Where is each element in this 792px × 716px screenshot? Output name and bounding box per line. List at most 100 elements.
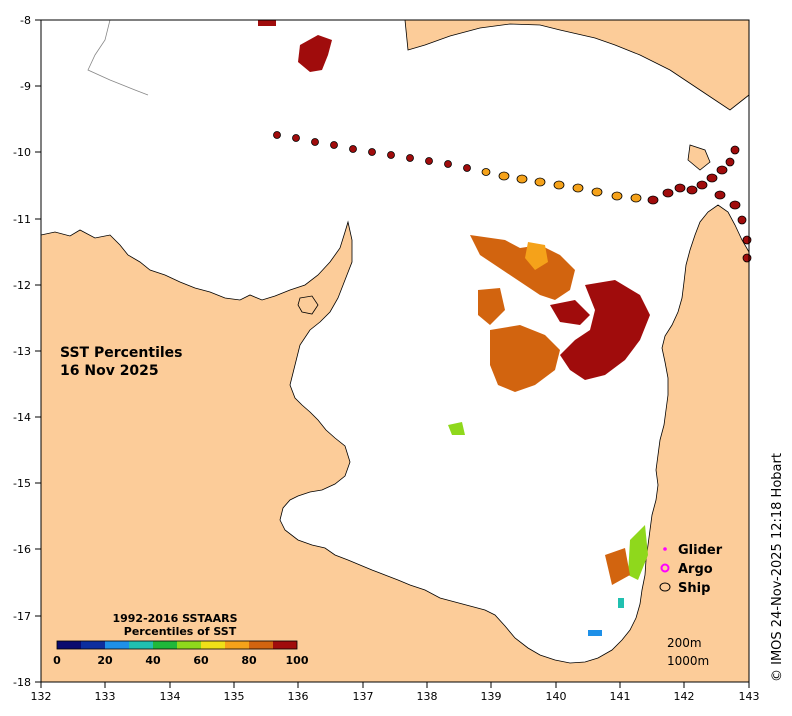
lon-tick-label: 137 (353, 690, 374, 703)
lat-tick-label: -9 (20, 80, 31, 93)
ship-point (737, 215, 747, 225)
legend-ship-label: Ship (678, 581, 710, 596)
ship-point (730, 145, 740, 155)
lon-tick-label: 141 (610, 690, 631, 703)
colorbar-swatch (153, 641, 177, 649)
ship-point (742, 235, 752, 245)
lon-axis: 132 133 134 135 136 137 138 139 140 141 … (31, 682, 760, 703)
ship-point (630, 193, 642, 203)
lat-tick-label: -11 (13, 213, 31, 226)
ship-point (572, 183, 584, 193)
ship-point (647, 195, 659, 205)
timor-outline (41, 19, 149, 96)
groote-eylandt (297, 295, 319, 315)
colorbar-label: 80 (241, 654, 257, 667)
sst-patch-red-mid (550, 300, 590, 325)
ship-point (311, 138, 319, 146)
lat-tick-label: -13 (13, 345, 31, 358)
ship-point (696, 180, 708, 190)
ship-point (273, 131, 281, 139)
lon-tick-label: 142 (674, 690, 695, 703)
contour-label-1000m: 1000m (667, 654, 709, 668)
colorbar-swatch (177, 641, 201, 649)
ship-point (349, 145, 357, 153)
ship-point (742, 253, 752, 263)
lon-tick-label: 139 (481, 690, 502, 703)
ship-point (706, 173, 718, 183)
lon-tick-label: 138 (417, 690, 438, 703)
colorbar-swatch (81, 641, 105, 649)
sst-patch-orange-center (470, 235, 575, 300)
lon-tick-label: 133 (95, 690, 116, 703)
ship-point (387, 151, 395, 159)
lon-tick-label: 134 (160, 690, 181, 703)
colorbar: 1992-2016 SSTAARS Percentiles of SST 0 2… (53, 612, 309, 667)
ship-point (330, 141, 338, 149)
lon-tick-label: 140 (546, 690, 567, 703)
colorbar-subtitle: Percentiles of SST (124, 625, 237, 638)
colorbar-swatch (225, 641, 249, 649)
lon-tick-label: 136 (288, 690, 309, 703)
lat-tick-label: -15 (13, 477, 31, 490)
colorbar-swatch (273, 641, 297, 649)
ship-point (686, 185, 698, 195)
ship-point (534, 177, 546, 187)
sst-patch-coast-green (628, 525, 648, 580)
lat-axis: -8 -9 -10 -11 -12 -13 -14 -15 -16 -17 -1… (13, 14, 41, 689)
colorbar-frame (56, 640, 298, 650)
colorbar-label: 20 (97, 654, 113, 667)
sst-patch-orange-south (490, 325, 560, 392)
sst-patch-cyan-south (588, 630, 602, 636)
ship-point (714, 190, 726, 200)
sst-patches (258, 20, 650, 636)
map-date: 16 Nov 2025 (60, 363, 159, 379)
argo-symbol (660, 563, 670, 573)
sst-patch-coast-orange (605, 548, 630, 585)
colorbar-swatch (249, 641, 273, 649)
ship-point (498, 171, 510, 181)
torres-islands (687, 144, 711, 171)
lat-tick-label: -18 (13, 676, 31, 689)
colorbar-swatch (201, 641, 225, 649)
legend-argo-label: Argo (678, 562, 713, 577)
colorbar-swatch (129, 641, 153, 649)
sst-patch-darkred-small (258, 20, 276, 26)
ship-track (273, 131, 752, 263)
colorbar-swatches (57, 641, 297, 649)
ship-point (292, 134, 300, 142)
ship-point (674, 183, 686, 193)
colorbar-swatch (105, 641, 129, 649)
lat-tick-label: -12 (13, 279, 31, 292)
colorbar-label: 0 (53, 654, 61, 667)
new-guinea-land (404, 19, 750, 111)
glider-symbol (663, 547, 667, 551)
lat-tick-label: -17 (13, 610, 31, 623)
ship-point (729, 200, 741, 210)
land-layer (40, 19, 750, 683)
ship-point (368, 148, 376, 156)
ship-symbol (659, 582, 671, 592)
colorbar-label: 100 (286, 654, 309, 667)
ship-point (481, 168, 491, 176)
colorbar-label: 40 (145, 654, 161, 667)
ship-point (425, 157, 433, 165)
sst-patch-darkred-top (298, 35, 332, 72)
sst-patch-yellow-center (525, 242, 548, 270)
ship-point (725, 157, 735, 167)
sst-patch-orange-west (478, 288, 505, 325)
ship-point (591, 187, 603, 197)
lon-tick-label: 143 (739, 690, 760, 703)
ship-point (662, 188, 674, 198)
colorbar-title: 1992-2016 SSTAARS (112, 612, 237, 625)
lon-tick-label: 135 (224, 690, 245, 703)
sst-patch-small-green (448, 422, 465, 435)
ship-point (553, 180, 565, 190)
lon-tick-label: 132 (31, 690, 52, 703)
lat-tick-label: -10 (13, 146, 31, 159)
contour-label-200m: 200m (667, 636, 702, 650)
ship-point (406, 154, 414, 162)
lat-tick-label: -14 (13, 411, 31, 424)
sst-patch-teal-coast (618, 598, 624, 608)
sst-patch-red-east (560, 280, 650, 380)
